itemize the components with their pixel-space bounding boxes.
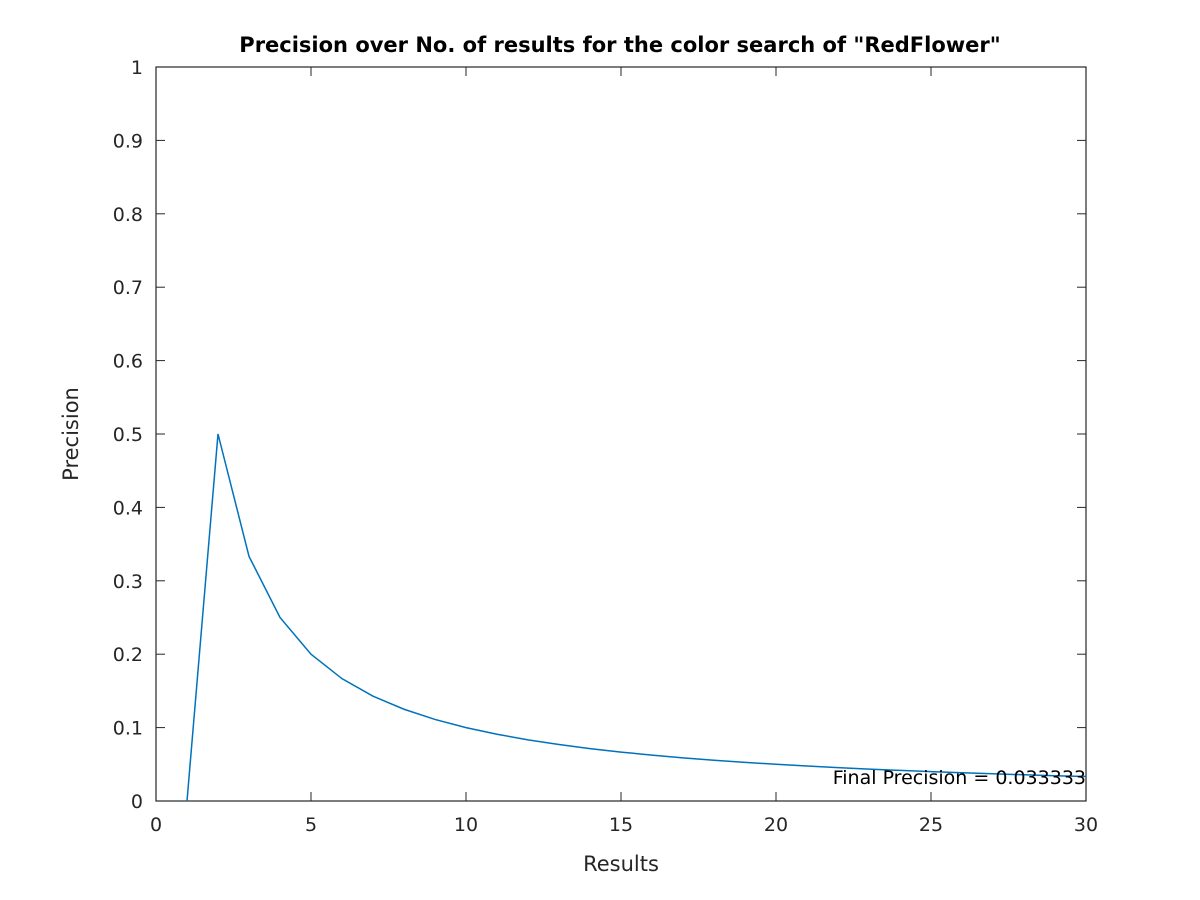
x-axis-label: Results [583, 852, 659, 876]
y-tick-label: 0.2 [113, 644, 143, 666]
y-tick-label: 0.5 [113, 424, 143, 446]
final-precision-annotation: Final Precision = 0.033333 [833, 767, 1086, 789]
y-tick-label: 0.4 [113, 497, 143, 519]
y-tick-label: 0.8 [113, 204, 143, 226]
y-tick-label: 0.6 [113, 351, 143, 373]
y-tick-label: 0 [131, 791, 143, 813]
plot-area-box [155, 66, 1087, 802]
x-tick-label: 0 [150, 814, 162, 836]
x-tick-label: 20 [764, 814, 788, 836]
x-tick-label: 10 [454, 814, 478, 836]
axis-ticks [155, 66, 1087, 802]
y-tick-label: 0.1 [113, 718, 143, 740]
chart-title: Precision over No. of results for the co… [239, 33, 1000, 57]
y-axis-label: Precision [59, 387, 83, 481]
axis-tick-labels: 0 5 10 15 20 25 30 0 0.1 0.2 0.3 0.4 0.5 0.6 0.7 0.8 0.9… [113, 57, 1098, 836]
x-tick-label: 30 [1074, 814, 1098, 836]
series-line [186, 433, 1087, 802]
y-tick-label: 1 [131, 57, 143, 79]
y-tick-label: 0.7 [113, 277, 143, 299]
y-tick-label: 0.3 [113, 571, 143, 593]
y-tick-label: 0.9 [113, 130, 143, 152]
x-tick-label: 15 [609, 814, 633, 836]
x-tick-label: 5 [305, 814, 317, 836]
x-tick-label: 25 [919, 814, 943, 836]
